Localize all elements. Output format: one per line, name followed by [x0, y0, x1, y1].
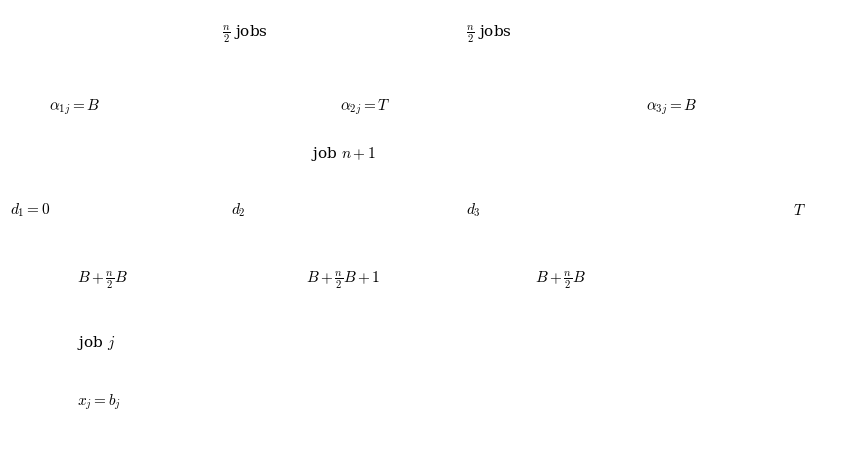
Text: $\alpha_{2j} = T$: $\alpha_{2j} = T$ [340, 98, 390, 117]
Text: $\alpha_{1j} = B$: $\alpha_{1j} = B$ [49, 98, 100, 117]
Text: job $j$: job $j$ [77, 334, 116, 352]
Text: $\frac{n}{2}$ jobs: $\frac{n}{2}$ jobs [466, 24, 512, 45]
Text: $B + \frac{n}{2}B + 1$: $B + \frac{n}{2}B + 1$ [306, 270, 381, 291]
Text: job $n+1$: job $n+1$ [311, 145, 376, 163]
Text: $x_j = b_j$: $x_j = b_j$ [77, 392, 122, 412]
Text: $d_3$: $d_3$ [466, 202, 480, 219]
Text: $\frac{n}{2}$ jobs: $\frac{n}{2}$ jobs [223, 24, 268, 45]
Text: $B + \frac{n}{2}B$: $B + \frac{n}{2}B$ [77, 270, 128, 291]
Text: $d_1 = 0$: $d_1 = 0$ [10, 202, 51, 219]
Text: $\alpha_{3j} = B$: $\alpha_{3j} = B$ [646, 98, 698, 117]
Text: $B + \frac{n}{2}B$: $B + \frac{n}{2}B$ [535, 270, 586, 291]
Text: $T$: $T$ [793, 203, 805, 218]
Text: $d_2$: $d_2$ [231, 202, 246, 219]
